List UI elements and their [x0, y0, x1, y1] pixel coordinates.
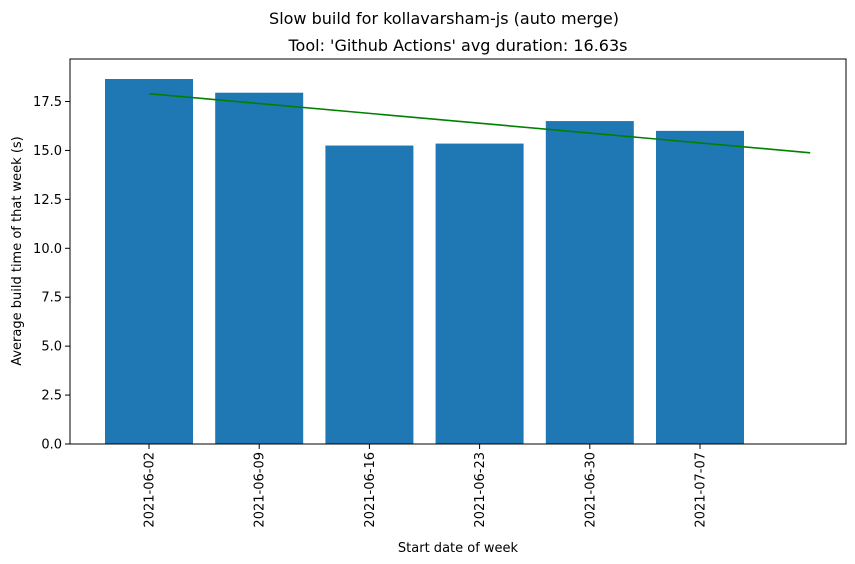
y-tick-label: 10.0	[33, 242, 62, 257]
x-axis-title: Start date of week	[398, 541, 519, 556]
y-axis-title: Average build time of that week (s)	[10, 136, 25, 366]
figure-suptitle: Slow build for kollavarsham-js (auto mer…	[269, 9, 619, 28]
x-tick-label: 2021-06-09	[253, 452, 268, 528]
y-tick-label: 0.0	[41, 438, 62, 453]
bars-group	[105, 79, 744, 444]
x-tick-label: 2021-06-23	[473, 452, 488, 528]
x-tick-label: 2021-06-16	[363, 452, 378, 528]
bar-2021-06-16	[325, 145, 414, 444]
y-tick-label: 17.5	[33, 95, 62, 110]
y-tick-label: 2.5	[41, 389, 62, 404]
bar-2021-06-02	[105, 79, 193, 444]
bar-2021-06-30	[545, 121, 634, 444]
trend-group	[148, 92, 811, 154]
x-tick-label: 2021-06-30	[583, 452, 598, 528]
trend-line	[148, 92, 811, 154]
y-tick-label: 12.5	[33, 193, 62, 208]
x-tick-label: 2021-06-02	[143, 452, 158, 528]
y-tick-label: 5.0	[41, 340, 62, 355]
bar-2021-07-07	[656, 130, 744, 444]
bar-2021-06-23	[435, 143, 524, 444]
y-tick-label: 7.5	[41, 291, 62, 306]
y-tick-label: 15.0	[33, 144, 62, 159]
x-tick-label: 2021-07-07	[694, 452, 709, 528]
bar-2021-06-09	[215, 92, 304, 444]
y-axis: 0.0 2.5 5.0 7.5 10.0 12.5 15.0 17.5	[33, 95, 70, 453]
x-axis: 2021-06-02 2021-06-09 2021-06-16 2021-06-23…	[143, 444, 709, 528]
plot-frame	[69, 58, 847, 445]
chart-title: Tool: 'Github Actions' avg duration: 16.…	[288, 36, 628, 55]
